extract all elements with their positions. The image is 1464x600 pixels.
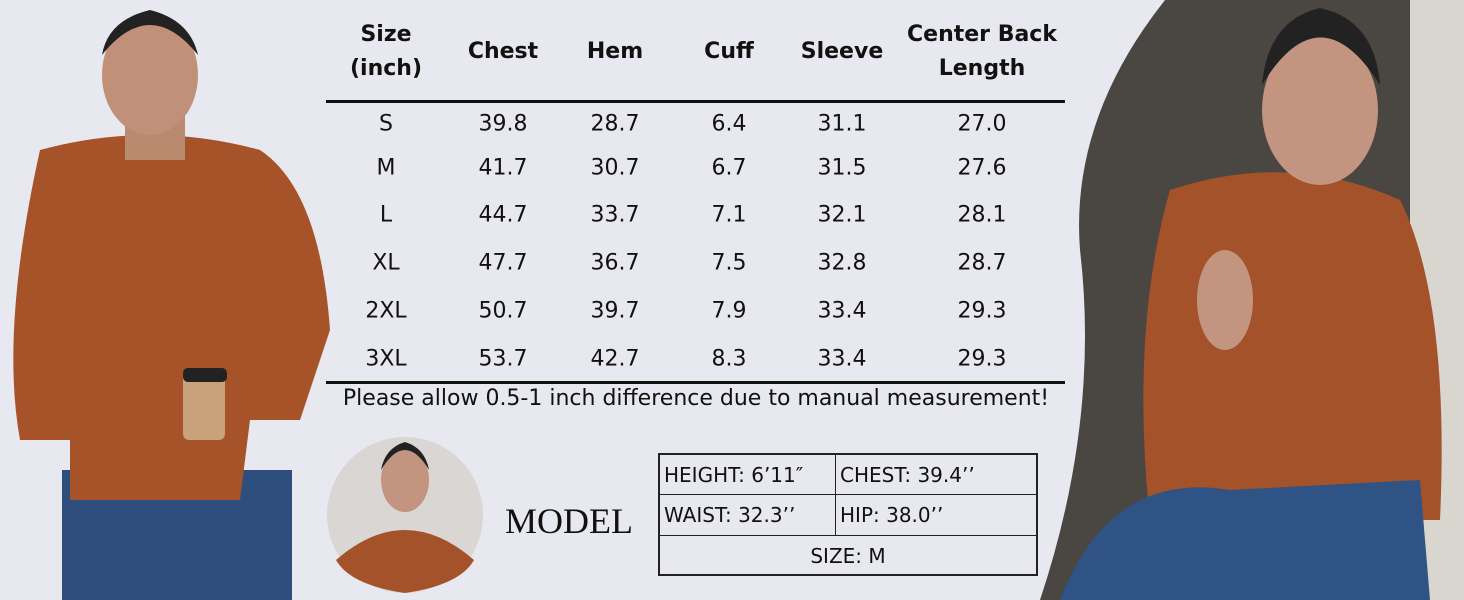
table-cell: 3XL bbox=[365, 346, 407, 372]
table-cell: 6.4 bbox=[711, 111, 747, 137]
table-cell: 31.5 bbox=[817, 155, 867, 181]
table-cell: 39.8 bbox=[478, 111, 528, 137]
table-cell: 7.5 bbox=[711, 250, 747, 276]
table-cell: S bbox=[379, 111, 393, 137]
table-cell: 28.7 bbox=[590, 111, 640, 137]
table-cell: 50.7 bbox=[478, 298, 528, 324]
table-cell: 47.7 bbox=[478, 250, 528, 276]
table-cell: 33.7 bbox=[590, 202, 640, 228]
table-cell: 41.7 bbox=[478, 155, 528, 181]
model-measurements: HEIGHT: 6’11″ CHEST: 39.4’’ WAIST: 32.3’… bbox=[658, 453, 1038, 576]
table-cell: 29.3 bbox=[957, 298, 1007, 324]
table-cell: 33.4 bbox=[817, 298, 867, 324]
table-cell: 27.0 bbox=[957, 111, 1007, 137]
measurement: HIP: 38.0’’ bbox=[835, 494, 1037, 536]
table-cell: 32.8 bbox=[817, 250, 867, 276]
table-cell: 7.1 bbox=[711, 202, 747, 228]
left-model-photo bbox=[13, 10, 330, 600]
table-cell: 28.1 bbox=[957, 202, 1007, 228]
table-cell: 53.7 bbox=[478, 346, 528, 372]
measurement: SIZE: M bbox=[659, 535, 1037, 575]
table-cell: 31.1 bbox=[817, 111, 867, 137]
table-cell: 30.7 bbox=[590, 155, 640, 181]
column-header: Hem bbox=[586, 39, 644, 64]
note: Please allow 0.5-1 inch difference due t… bbox=[342, 386, 1050, 411]
table-cell: M bbox=[376, 155, 396, 181]
header-rule bbox=[326, 100, 1065, 103]
table-cell: L bbox=[379, 202, 393, 228]
measurement: HEIGHT: 6’11″ bbox=[659, 454, 836, 495]
column-header: Sleeve bbox=[800, 39, 884, 64]
column-header: Size (inch) bbox=[349, 22, 422, 81]
table-cell: XL bbox=[372, 250, 400, 276]
right-model-photo bbox=[1060, 8, 1442, 600]
table-cell: 6.7 bbox=[711, 155, 747, 181]
bottom-rule bbox=[326, 381, 1065, 384]
table-cell: 36.7 bbox=[590, 250, 640, 276]
table-cell: 29.3 bbox=[957, 346, 1007, 372]
model-label: MODEL bbox=[505, 501, 633, 541]
table-cell: 8.3 bbox=[711, 346, 747, 372]
column-header: Chest bbox=[467, 39, 539, 64]
table-cell: 28.7 bbox=[957, 250, 1007, 276]
model-inset-photo bbox=[327, 437, 483, 593]
table-cell: 33.4 bbox=[817, 346, 867, 372]
table-cell: 42.7 bbox=[590, 346, 640, 372]
measurement: WAIST: 32.3’’ bbox=[659, 494, 836, 536]
table-cell: 7.9 bbox=[711, 298, 747, 324]
table-cell: 32.1 bbox=[817, 202, 867, 228]
table-cell: 39.7 bbox=[590, 298, 640, 324]
column-header: Center Back Length bbox=[907, 22, 1057, 81]
measurement: CHEST: 39.4’’ bbox=[835, 454, 1037, 495]
column-header: Cuff bbox=[704, 39, 754, 64]
table-cell: 44.7 bbox=[478, 202, 528, 228]
table-cell: 27.6 bbox=[957, 155, 1007, 181]
table-cell: 2XL bbox=[365, 298, 407, 324]
